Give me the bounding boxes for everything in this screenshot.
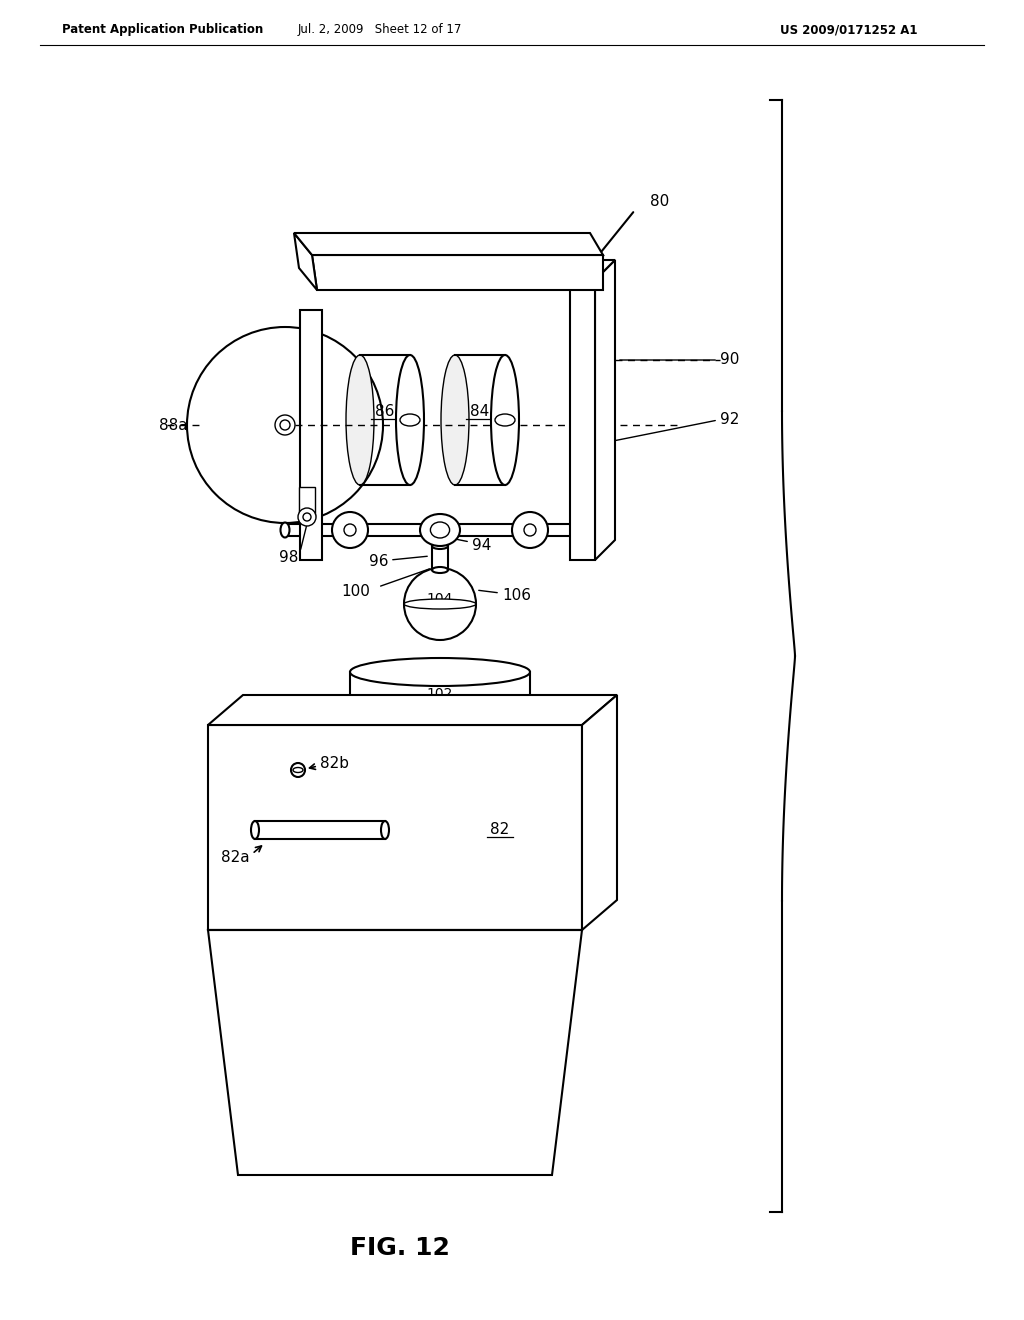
Text: 90: 90 [720,352,739,367]
Circle shape [332,512,368,548]
Text: 88a: 88a [160,417,188,433]
Polygon shape [208,931,582,1175]
Polygon shape [208,725,582,931]
Ellipse shape [350,657,530,686]
Text: Jul. 2, 2009   Sheet 12 of 17: Jul. 2, 2009 Sheet 12 of 17 [298,24,462,37]
Ellipse shape [432,568,449,573]
Ellipse shape [346,355,374,484]
Text: 88: 88 [451,264,470,279]
Ellipse shape [432,543,449,549]
Text: 94: 94 [472,537,492,553]
Ellipse shape [400,414,420,426]
Text: 98: 98 [279,550,298,565]
Text: 80: 80 [650,194,670,210]
Circle shape [344,524,356,536]
Circle shape [303,513,311,521]
Bar [299,487,315,517]
Ellipse shape [495,414,515,426]
Text: 92: 92 [720,412,739,428]
Polygon shape [294,234,317,290]
Text: FIG. 12: FIG. 12 [350,1236,450,1261]
Polygon shape [595,260,615,560]
Bar [570,280,595,560]
Ellipse shape [596,523,604,537]
Ellipse shape [251,821,259,840]
Text: 96: 96 [369,554,388,569]
Polygon shape [208,696,617,725]
Ellipse shape [430,521,450,539]
Text: Patent Application Publication: Patent Application Publication [62,24,263,37]
Bar [300,310,322,560]
Circle shape [280,420,290,430]
Text: 104: 104 [427,591,454,606]
Text: US 2009/0171252 A1: US 2009/0171252 A1 [780,24,918,37]
Ellipse shape [441,355,469,484]
Circle shape [524,524,536,536]
Polygon shape [582,696,617,931]
Circle shape [291,763,305,777]
Text: 86: 86 [376,404,394,420]
Text: 82b: 82b [319,756,349,771]
Circle shape [404,568,476,640]
Text: 106: 106 [502,587,531,602]
Text: 82: 82 [490,822,510,837]
Circle shape [275,414,295,436]
Circle shape [512,512,548,548]
Text: 102: 102 [427,686,454,701]
Ellipse shape [281,523,290,537]
Ellipse shape [490,355,519,484]
Ellipse shape [420,513,460,546]
Circle shape [187,327,383,523]
Text: 84: 84 [470,404,489,420]
Polygon shape [570,260,615,280]
Ellipse shape [404,599,476,609]
Polygon shape [294,234,603,255]
Text: 100: 100 [341,585,370,599]
Ellipse shape [396,355,424,484]
Ellipse shape [381,821,389,840]
Circle shape [298,508,316,525]
Polygon shape [312,255,603,290]
Ellipse shape [293,767,303,772]
Text: 82a: 82a [221,850,250,866]
